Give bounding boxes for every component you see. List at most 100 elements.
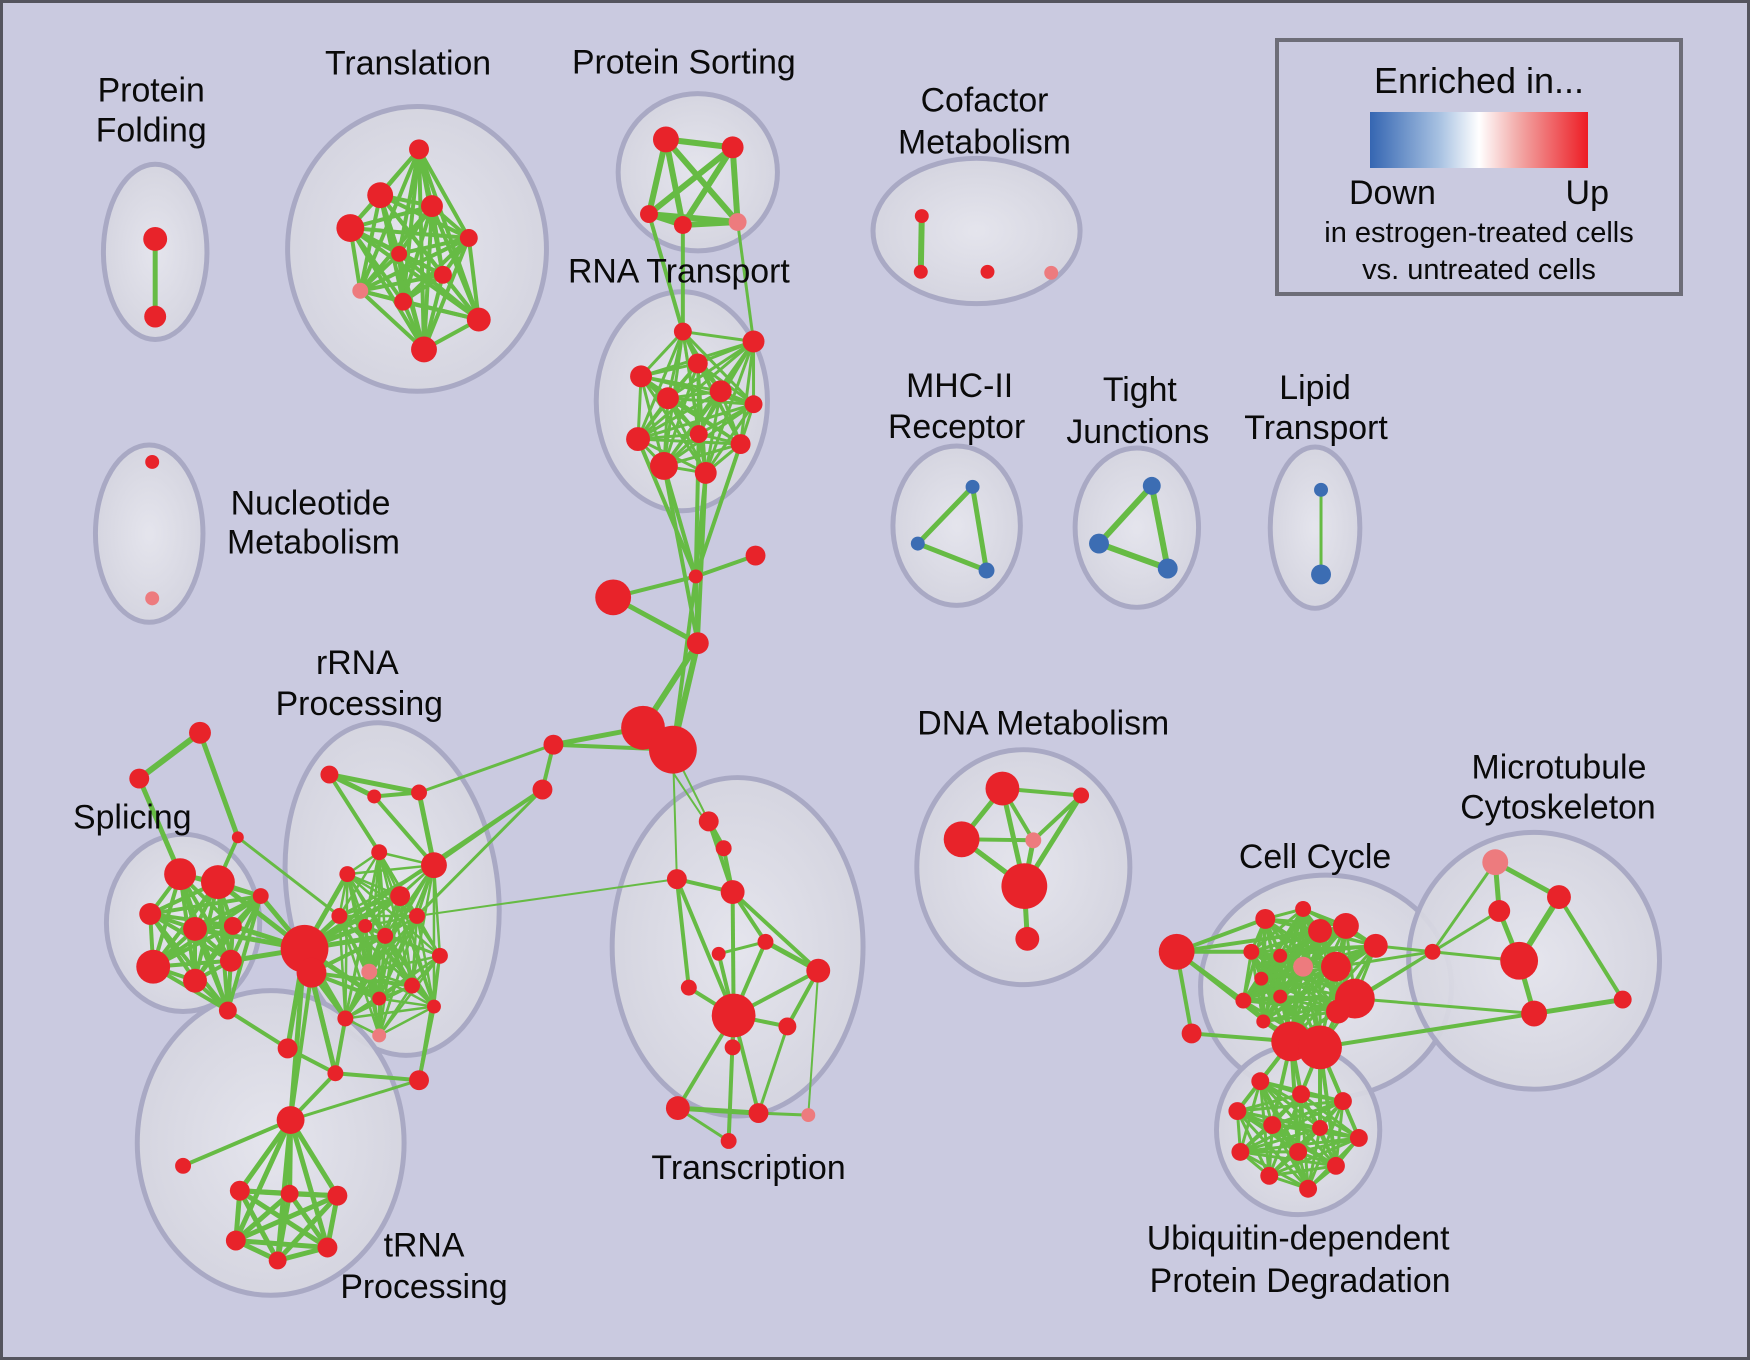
node-hub2[interactable]	[296, 957, 327, 988]
node-tnl[interactable]	[175, 1157, 192, 1174]
node-tn2[interactable]	[280, 1184, 299, 1203]
node-u3[interactable]	[1333, 1092, 1352, 1111]
node-u5[interactable]	[1263, 1116, 1282, 1134]
node-tr10[interactable]	[778, 1017, 797, 1036]
node-cb[interactable]	[595, 579, 632, 616]
node-mh3[interactable]	[978, 562, 995, 579]
node-ccs2[interactable]	[1181, 1023, 1202, 1044]
node-mtp[interactable]	[1482, 849, 1509, 876]
node-rt12[interactable]	[694, 461, 717, 484]
node-tj2[interactable]	[1089, 533, 1109, 554]
node-tr13[interactable]	[748, 1103, 769, 1124]
node-tr6[interactable]	[711, 946, 726, 961]
node-rt4[interactable]	[630, 365, 652, 388]
node-co2[interactable]	[913, 264, 928, 279]
node-cc14[interactable]	[1326, 999, 1350, 1024]
node-mh2[interactable]	[910, 536, 925, 551]
node-u6[interactable]	[1312, 1120, 1328, 1136]
node-u7[interactable]	[1349, 1129, 1368, 1147]
node-t2[interactable]	[367, 182, 394, 209]
node-rr4[interactable]	[371, 844, 388, 861]
node-rr3[interactable]	[411, 784, 427, 801]
node-cc15[interactable]	[1256, 1014, 1271, 1029]
node-rr18[interactable]	[372, 1028, 387, 1043]
node-t1[interactable]	[409, 139, 429, 160]
node-cc7[interactable]	[1273, 948, 1288, 963]
node-d2[interactable]	[943, 821, 980, 858]
node-tj3[interactable]	[1157, 558, 1178, 579]
node-d6[interactable]	[1015, 926, 1040, 951]
node-sp4[interactable]	[183, 916, 207, 941]
node-d1[interactable]	[985, 771, 1020, 806]
node-rr9[interactable]	[409, 907, 425, 924]
node-mt5[interactable]	[1613, 990, 1632, 1009]
node-tr14[interactable]	[801, 1108, 816, 1123]
node-rr1[interactable]	[320, 765, 339, 784]
node-rt2[interactable]	[742, 330, 765, 353]
node-tr2[interactable]	[715, 840, 732, 857]
node-t5[interactable]	[459, 228, 478, 247]
node-tn3[interactable]	[327, 1185, 348, 1206]
node-tr9[interactable]	[711, 993, 756, 1038]
node-ps1[interactable]	[652, 126, 679, 153]
node-cc11[interactable]	[1235, 992, 1252, 1009]
node-cc9[interactable]	[1321, 951, 1351, 982]
node-mt3[interactable]	[1500, 941, 1539, 980]
node-tr12[interactable]	[665, 1096, 690, 1121]
node-t11[interactable]	[411, 336, 437, 363]
node-rr2[interactable]	[367, 789, 382, 804]
node-mt1[interactable]	[1547, 885, 1571, 909]
node-t8[interactable]	[352, 282, 369, 299]
node-tr8[interactable]	[680, 979, 697, 996]
node-cc12[interactable]	[1273, 989, 1288, 1004]
node-ps5[interactable]	[728, 213, 747, 231]
node-lp2[interactable]	[1311, 564, 1331, 585]
node-rt11[interactable]	[649, 452, 678, 480]
node-tj1[interactable]	[1142, 476, 1161, 495]
node-cc10[interactable]	[1254, 971, 1269, 986]
node-d5[interactable]	[1073, 787, 1090, 804]
node-tr1[interactable]	[698, 811, 719, 832]
node-c1[interactable]	[688, 569, 703, 584]
node-sb[interactable]	[129, 768, 150, 789]
node-u11[interactable]	[1326, 1156, 1345, 1175]
node-cl2[interactable]	[532, 779, 553, 800]
node-d3[interactable]	[1025, 832, 1042, 849]
node-t4[interactable]	[336, 214, 365, 242]
node-rr8[interactable]	[331, 907, 348, 924]
node-t9[interactable]	[394, 292, 413, 311]
node-sp6[interactable]	[252, 888, 269, 905]
node-t3[interactable]	[421, 195, 443, 218]
node-mh1[interactable]	[965, 479, 980, 494]
node-sp2[interactable]	[200, 865, 235, 900]
node-ch2[interactable]	[649, 725, 697, 774]
node-rt9[interactable]	[626, 427, 650, 452]
node-u9[interactable]	[1289, 1142, 1308, 1161]
node-pf2[interactable]	[144, 305, 167, 328]
node-u2[interactable]	[1292, 1085, 1311, 1104]
node-rt10[interactable]	[730, 434, 751, 455]
node-tn4[interactable]	[225, 1230, 246, 1251]
node-cc1[interactable]	[1255, 908, 1276, 929]
node-sp7[interactable]	[136, 949, 171, 984]
node-ccb2[interactable]	[1298, 1025, 1342, 1070]
node-tr7[interactable]	[806, 958, 831, 983]
node-co3[interactable]	[980, 264, 995, 279]
node-rr12[interactable]	[431, 947, 448, 964]
node-sc[interactable]	[231, 831, 244, 844]
node-t6[interactable]	[391, 245, 408, 262]
node-mt2[interactable]	[1488, 900, 1511, 922]
node-ps2[interactable]	[721, 136, 744, 159]
node-tr15[interactable]	[720, 1132, 737, 1149]
node-d4[interactable]	[1001, 863, 1048, 909]
node-cc6[interactable]	[1243, 943, 1260, 960]
node-lp1[interactable]	[1314, 482, 1328, 497]
node-ps3[interactable]	[640, 205, 658, 224]
node-sp1[interactable]	[164, 858, 197, 891]
node-u8[interactable]	[1231, 1142, 1250, 1161]
node-mt4[interactable]	[1521, 1000, 1548, 1027]
node-rr19[interactable]	[327, 1065, 344, 1082]
node-sp9[interactable]	[219, 949, 242, 972]
node-rt1[interactable]	[673, 322, 692, 341]
node-cc3[interactable]	[1308, 918, 1332, 943]
